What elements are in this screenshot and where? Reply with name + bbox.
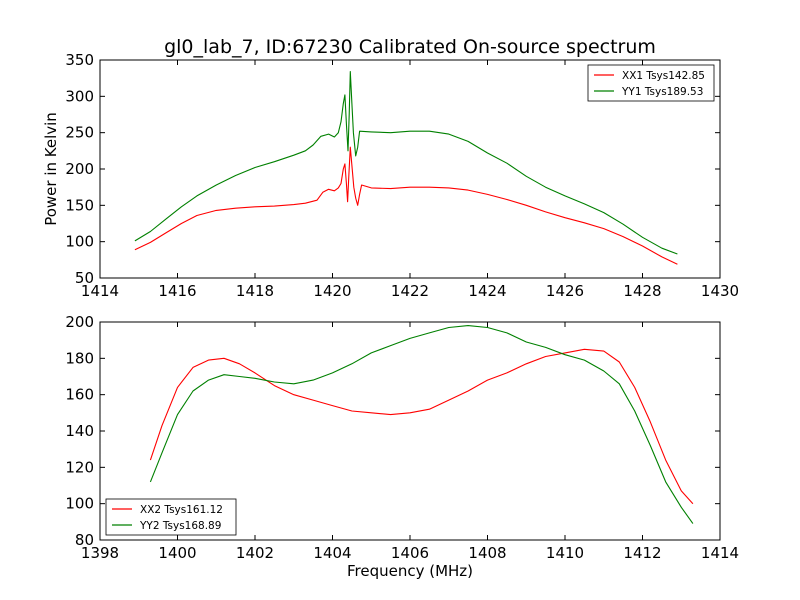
panel2-ytick-label: 100 (65, 495, 94, 513)
panel2-ytick-label: 160 (65, 386, 94, 404)
panel2-xtick-label: 1412 (623, 544, 661, 562)
panel2-xtick-label: 1402 (236, 544, 274, 562)
panel1-xtick-label: 1424 (468, 282, 506, 300)
panel1-legend-label-2: YY1 Tsys189.53 (621, 86, 703, 98)
panel2-series-1-line (149, 348, 694, 505)
panel2-ytick-label: 80 (75, 531, 94, 549)
panel2-ytick-label: 140 (65, 422, 94, 440)
panel1-legend: XX1 Tsys142.85 YY1 Tsys189.53 (587, 64, 715, 102)
panel1-xtick-label: 1414 (81, 282, 119, 300)
chart-title: gl0_lab_7, ID:67230 Calibrated On-source… (164, 36, 656, 58)
panel1-series-1-line (134, 146, 678, 265)
panel1-ytick-label: 100 (65, 233, 94, 251)
panel2-xtick-label: 1398 (81, 544, 119, 562)
panel2-xtick-label: 1404 (313, 544, 351, 562)
panel1-ytick-label: 150 (65, 196, 94, 214)
panel2-legend-box (105, 498, 237, 536)
panel2-xtick-label: 1400 (158, 544, 196, 562)
panel2-xtick-label: 1414 (701, 544, 739, 562)
panel1-xtick-label: 1416 (158, 282, 196, 300)
panel1-xtick-label: 1430 (701, 282, 739, 300)
panel1-xtick-label: 1428 (623, 282, 661, 300)
panel2-ytick-label: 120 (65, 458, 94, 476)
bottom-panel: 1398 1400 1402 1404 1406 1408 1410 1412 1414 80 10… (65, 313, 739, 580)
panel1-ytick-label: 50 (75, 269, 94, 287)
panel1-legend-label-1: XX1 Tsys142.85 (622, 70, 705, 82)
panel2-x-axis-label: Frequency (MHz) (347, 562, 473, 580)
panel1-ytick-label: 250 (65, 124, 94, 142)
panel1-ytick-label: 350 (65, 51, 94, 69)
panel1-y-axis-label: Power in Kelvin (42, 112, 60, 226)
panel1-ytick-label: 200 (65, 160, 94, 178)
panel1-xtick-label: 1420 (313, 282, 351, 300)
panel1-xtick-label: 1422 (391, 282, 429, 300)
panel1-xtick-label: 1418 (236, 282, 274, 300)
panel1-ytick-label: 300 (65, 87, 94, 105)
panel2-xtick-label: 1410 (546, 544, 584, 562)
panel2-xtick-label: 1406 (391, 544, 429, 562)
top-panel: 1414 1416 1418 1420 1422 1424 1426 1428 1430 50 10… (42, 51, 739, 300)
panel2-ytick-label: 200 (65, 313, 94, 331)
panel2-ytick-label: 180 (65, 349, 94, 367)
panel1-xtick-label: 1426 (546, 282, 584, 300)
panel2-series-2-line (149, 325, 694, 524)
panel1-legend-box (587, 64, 715, 102)
panel2-legend-label-2: YY2 Tsys168.89 (139, 520, 221, 532)
panel2-legend: XX2 Tsys161.12 YY2 Tsys168.89 (105, 498, 237, 536)
panel2-xtick-label: 1408 (468, 544, 506, 562)
panel2-legend-label-1: XX2 Tsys161.12 (140, 504, 223, 516)
panel1-series-2-line (134, 71, 678, 255)
